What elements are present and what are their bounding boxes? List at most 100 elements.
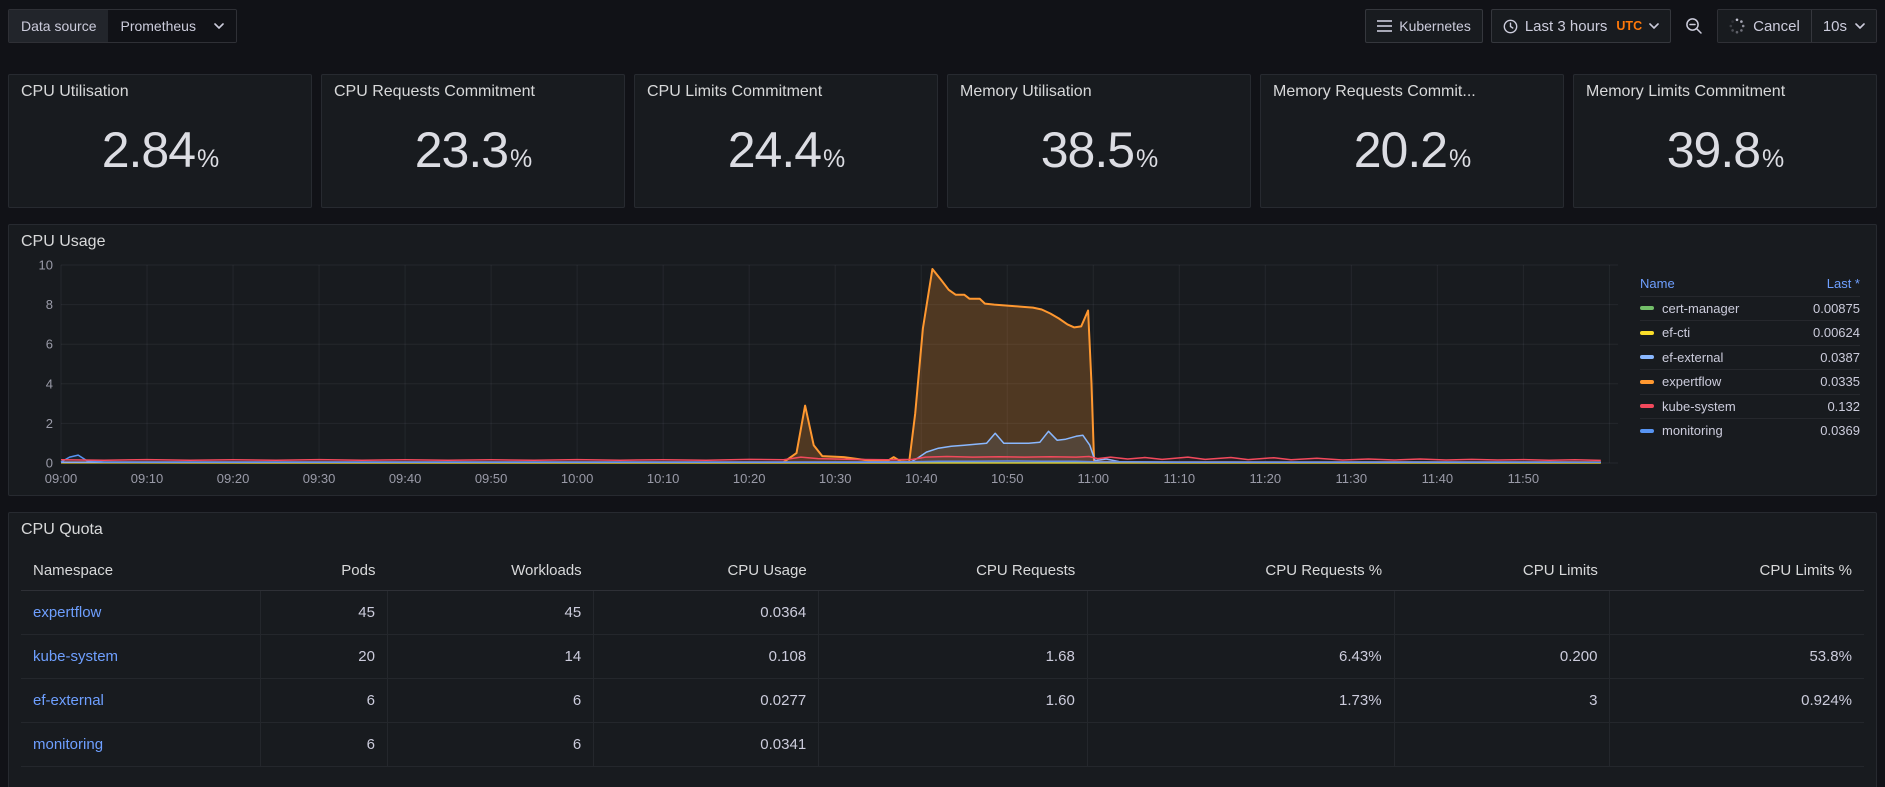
x-axis-tick: 09:10 <box>131 471 164 486</box>
panel-title[interactable]: CPU Limits Commitment <box>647 83 823 100</box>
namespace-cell: ef-external <box>21 678 261 723</box>
refresh-cancel-button[interactable]: Cancel <box>1718 10 1811 42</box>
x-axis-tick: 11:20 <box>1250 471 1282 486</box>
table-row: ef-external 6 6 0.0277 1.60 1.73% 3 0.924% <box>21 678 1864 723</box>
table-cell: 1.60 <box>818 678 1088 723</box>
legend-item-label: expertflow <box>1662 374 1722 390</box>
clock-icon <box>1503 19 1518 34</box>
series-color-dash <box>1640 355 1654 360</box>
chevron-down-icon <box>214 23 224 29</box>
stat-value: 38.5% <box>1040 122 1159 178</box>
stat-value: 2.84% <box>101 122 220 178</box>
table-cell: 0.0341 <box>593 722 819 767</box>
legend-item-value: 0.00624 <box>1813 325 1860 341</box>
refresh-cancel-label: Cancel <box>1753 17 1800 35</box>
legend-item-cert-manager[interactable]: cert-manager 0.00875 <box>1640 295 1860 321</box>
stat-panel-memory-requests-commitment: Memory Requests Commit... 20.2% <box>1260 74 1564 208</box>
panel-title[interactable]: CPU Utilisation <box>21 83 129 100</box>
table-cell <box>1609 590 1864 635</box>
stat-value: 23.3% <box>414 122 533 178</box>
table-cell: 0.0364 <box>593 590 819 635</box>
table-cell <box>818 722 1088 767</box>
cpu-usage-plot[interactable]: 0 2 4 6 8 10 09:00 09:10 09:20 09:30 09:40 09:50 10:… <box>21 251 1626 491</box>
legend-item-label: ef-external <box>1662 349 1724 365</box>
cpu-quota-table: Namespace Pods Workloads CPU Usage CPU Reque… <box>21 551 1864 767</box>
table-cell <box>1086 590 1395 635</box>
legend-item-label: kube-system <box>1662 398 1736 414</box>
datasource-label: Data source <box>9 10 109 42</box>
x-axis-tick: 10:30 <box>819 471 852 486</box>
series-color-dash <box>1640 379 1654 384</box>
timezone-label: UTC <box>1616 19 1643 33</box>
namespace-cell: expertflow <box>21 590 261 635</box>
x-axis-tick: 11:50 <box>1508 471 1540 486</box>
column-header[interactable]: CPU Limits % <box>1609 551 1864 591</box>
table-cell <box>1393 722 1610 767</box>
table-cell <box>1393 590 1610 635</box>
toolbar: Data source Prometheus Kubernetes Last 3… <box>8 8 1877 44</box>
y-axis-tick: 0 <box>46 456 53 471</box>
magnifier-minus-icon <box>1685 17 1703 35</box>
legend-item-kube-system[interactable]: kube-system 0.132 <box>1640 393 1860 419</box>
refresh-interval-select[interactable]: 10s <box>1810 10 1876 42</box>
table-header: Namespace Pods Workloads CPU Usage CPU Reque… <box>21 551 1864 591</box>
table-cell: 6 <box>260 678 388 723</box>
namespace-link[interactable]: ef-external <box>33 692 104 709</box>
column-header[interactable]: Namespace <box>21 551 261 591</box>
column-header[interactable]: CPU Usage <box>593 551 819 591</box>
dashboard-menu-button[interactable]: Kubernetes <box>1365 9 1483 43</box>
stat-value: 24.4% <box>727 122 846 178</box>
legend-item-value: 0.0387 <box>1820 349 1860 365</box>
panel-title[interactable]: Memory Utilisation <box>960 83 1092 100</box>
namespace-link[interactable]: expertflow <box>33 604 102 621</box>
datasource-select[interactable]: Prometheus <box>108 10 236 42</box>
y-axis-tick: 8 <box>46 297 53 312</box>
column-header[interactable]: Workloads <box>387 551 594 591</box>
column-header[interactable]: CPU Requests <box>818 551 1088 591</box>
table-cell: 0.108 <box>593 634 819 679</box>
series-color-dash <box>1640 404 1654 409</box>
table-cell <box>818 590 1088 635</box>
x-axis-tick: 09:20 <box>217 471 250 486</box>
table-cell: 45 <box>260 590 388 635</box>
panel-title[interactable]: CPU Quota <box>21 521 103 538</box>
table-cell: 6 <box>386 678 594 723</box>
y-axis-tick: 2 <box>46 416 53 431</box>
column-header[interactable]: CPU Requests % <box>1087 551 1395 591</box>
table-cell: 6 <box>386 722 594 767</box>
legend-header-name[interactable]: Name <box>1640 275 1675 291</box>
table-cell: 3 <box>1393 678 1610 723</box>
legend-item-ef-external[interactable]: ef-external 0.0387 <box>1640 344 1860 370</box>
column-header[interactable]: Pods <box>260 551 388 591</box>
stat-panels-row: CPU Utilisation 2.84% CPU Requests Commi… <box>8 74 1877 208</box>
series-fill-kube-system <box>61 456 1601 463</box>
datasource-value: Prometheus <box>120 18 196 34</box>
table-row: kube-system 20 14 0.108 1.68 6.43% 0.200 53.8% <box>21 634 1864 679</box>
table-cell: 1.68 <box>818 634 1088 679</box>
legend-item-value: 0.0369 <box>1820 423 1860 439</box>
namespace-link[interactable]: kube-system <box>33 648 119 665</box>
time-range-picker[interactable]: Last 3 hours UTC <box>1490 9 1672 43</box>
panel-title[interactable]: CPU Requests Commitment <box>334 83 535 100</box>
table-cell: 1.73% <box>1086 678 1395 723</box>
x-axis-tick: 09:00 <box>45 471 78 486</box>
table-cell: 0.924% <box>1609 678 1864 723</box>
panel-title[interactable]: Memory Requests Commit... <box>1273 83 1476 100</box>
namespace-link[interactable]: monitoring <box>33 736 104 753</box>
stat-value: 20.2% <box>1353 122 1472 178</box>
cpu-usage-chart[interactable]: 0 2 4 6 8 10 09:00 09:10 09:20 09:30 09:40 09:50 10:… <box>21 251 1626 491</box>
spinner-icon <box>1729 18 1745 34</box>
legend-item-monitoring[interactable]: monitoring 0.0369 <box>1640 418 1860 443</box>
legend-item-ef-cti[interactable]: ef-cti 0.00624 <box>1640 320 1860 345</box>
table-cell: 14 <box>386 634 594 679</box>
panel-title[interactable]: CPU Usage <box>21 233 106 250</box>
cpu-usage-legend: Name Last * cert-manager 0.00875 ef-cti … <box>1626 251 1864 491</box>
zoom-out-time-button[interactable] <box>1679 9 1709 43</box>
legend-item-expertflow[interactable]: expertflow 0.0335 <box>1640 369 1860 394</box>
column-header[interactable]: CPU Limits <box>1394 551 1610 591</box>
panel-title[interactable]: Memory Limits Commitment <box>1586 83 1786 100</box>
x-axis-tick: 10:10 <box>647 471 680 486</box>
legend-item-label: cert-manager <box>1662 300 1740 316</box>
legend-header-value[interactable]: Last * <box>1826 275 1860 291</box>
legend-item-label: monitoring <box>1662 423 1723 439</box>
